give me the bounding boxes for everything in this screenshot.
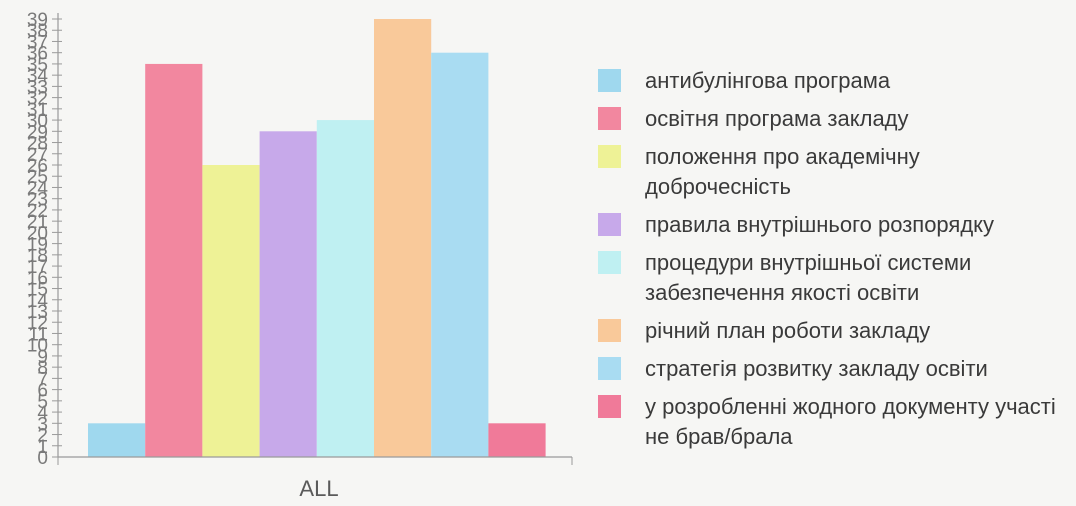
bar-7 <box>431 52 489 457</box>
y-tick-label: 32 <box>27 89 48 110</box>
y-tick-label: 20 <box>27 223 48 244</box>
legend-swatch <box>598 357 621 380</box>
bar-4 <box>259 131 317 458</box>
legend-item: процедури внутрішньої системи забезпечен… <box>598 248 1068 308</box>
y-tick-label: 23 <box>27 190 48 211</box>
y-tick-label: 5 <box>37 392 48 413</box>
y-tick-label: 10 <box>27 336 48 357</box>
y-tick-label: 33 <box>27 77 48 98</box>
y-tick-label: 8 <box>37 358 48 379</box>
x-axis: ALL <box>57 456 573 501</box>
y-tick-label: 24 <box>27 178 49 199</box>
y-tick-label: 21 <box>27 212 48 233</box>
y-tick-label: 0 <box>37 448 48 469</box>
legend-label: у розробленні жодного документу участі н… <box>645 394 1056 449</box>
y-tick-label: 15 <box>27 280 48 301</box>
y-tick-label: 11 <box>28 324 48 345</box>
y-tick-label: 26 <box>27 156 48 177</box>
y-tick-label: 16 <box>27 268 48 289</box>
y-tick-label: 1 <box>37 437 48 458</box>
y-tick-label: 12 <box>27 313 48 334</box>
legend-item: стратегія розвитку закладу освіти <box>598 354 1068 384</box>
y-tick-label: 14 <box>27 291 49 312</box>
legend-item: освітня програма закладу <box>598 104 1068 134</box>
y-tick-label: 31 <box>27 100 48 121</box>
legend-label: стратегія розвитку закладу освіти <box>645 356 988 381</box>
bar-1 <box>88 423 146 457</box>
legend-label: процедури внутрішньої системи забезпечен… <box>645 250 972 305</box>
y-tick-label: 3 <box>37 414 48 435</box>
legend-swatch <box>598 395 621 418</box>
y-tick-label: 13 <box>27 302 48 323</box>
legend-swatch <box>598 107 621 130</box>
legend-label: антибулінгова програма <box>645 68 891 93</box>
legend-swatch <box>598 213 621 236</box>
y-tick-label: 28 <box>27 134 48 155</box>
y-tick-label: 17 <box>27 257 48 278</box>
y-tick-label: 35 <box>27 55 48 76</box>
legend-label: річний план роботи закладу <box>645 318 931 343</box>
legend-swatch <box>598 69 621 92</box>
y-tick-label: 4 <box>37 403 48 424</box>
y-tick-label: 6 <box>37 381 48 402</box>
bar-2 <box>145 63 203 458</box>
bar-6 <box>374 19 432 457</box>
legend-item: антибулінгова програма <box>598 66 1068 96</box>
bars <box>88 19 546 458</box>
legend-swatch <box>598 145 621 168</box>
y-tick-label: 38 <box>27 21 48 42</box>
y-tick-label: 27 <box>27 145 48 166</box>
legend-item: положення про академічну доброчесність <box>598 142 1068 202</box>
y-tick-label: 25 <box>27 167 48 188</box>
legend-item: річний план роботи закладу <box>598 316 1068 346</box>
legend-item: у розробленні жодного документу участі н… <box>598 392 1068 452</box>
bar-5 <box>316 120 374 458</box>
bar-8 <box>488 423 546 457</box>
legend-swatch <box>598 319 621 342</box>
x-tick-label: ALL <box>299 476 338 501</box>
y-axis: 0123456789101112131415161718192021222324… <box>27 10 62 469</box>
y-tick-label: 34 <box>27 66 49 87</box>
legend: антибулінгова програма освітня програма з… <box>598 66 1068 460</box>
y-tick-label: 37 <box>27 32 48 53</box>
y-tick-label: 30 <box>27 111 48 132</box>
y-tick-label: 39 <box>27 10 48 31</box>
y-tick-label: 9 <box>37 347 48 368</box>
legend-label: освітня програма закладу <box>645 106 909 131</box>
y-tick-label: 18 <box>27 246 48 267</box>
y-tick-label: 7 <box>37 369 48 390</box>
y-tick-label: 19 <box>27 235 48 256</box>
legend-label: правила внутрішнього розпорядку <box>645 212 995 237</box>
y-tick-label: 29 <box>27 122 48 143</box>
y-tick-label: 22 <box>27 201 48 222</box>
legend-item: правила внутрішнього розпорядку <box>598 210 1068 240</box>
y-tick-label: 36 <box>27 44 48 65</box>
y-tick-label: 2 <box>37 426 48 447</box>
legend-label: положення про академічну доброчесність <box>645 144 920 199</box>
bar-3 <box>202 165 260 457</box>
legend-swatch <box>598 251 621 274</box>
